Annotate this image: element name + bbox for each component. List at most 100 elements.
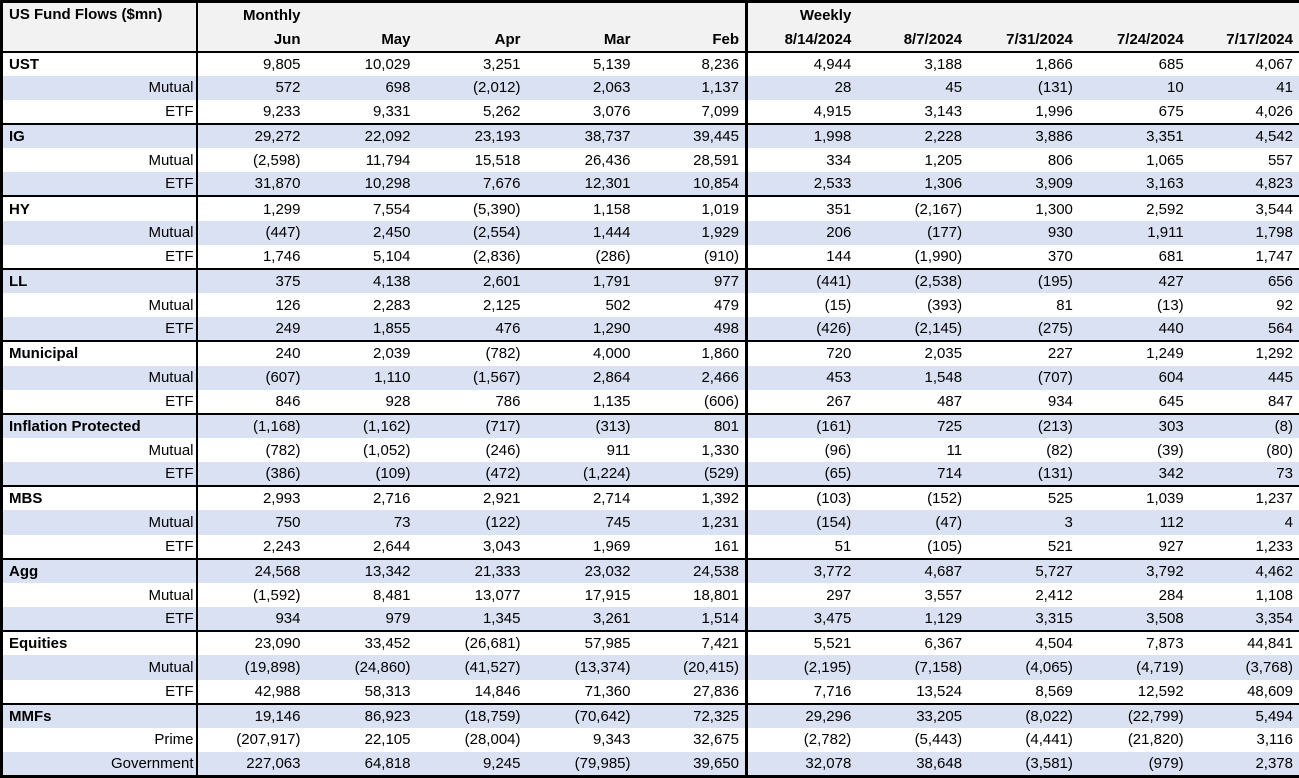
value-cell: 1,911 [1078,220,1190,245]
value-cell: (8,022) [968,702,1079,728]
value-cell: 911 [526,438,637,463]
sub-row-label: Mutual [1,75,198,100]
value-cell: 2,644 [306,534,417,559]
value-cell: 7,676 [416,172,527,197]
group-row-label: Municipal [1,340,198,366]
value-cell: (606) [636,389,747,414]
value-cell: 557 [1189,148,1299,173]
value-cell: (213) [968,412,1079,438]
sub-row-label: Mutual [1,365,198,390]
value-cell: 10,029 [306,50,417,76]
value-cell: 297 [745,582,858,608]
value-cell: 1,158 [526,195,637,221]
empty-header-cell [1078,1,1190,29]
value-cell: 977 [636,267,747,294]
value-cell: (2,598) [196,148,307,173]
value-cell: 453 [745,365,858,390]
value-cell: (39) [1078,438,1190,463]
value-cell: 4,915 [745,99,858,124]
value-cell: 5,494 [1189,702,1299,728]
value-cell: (154) [745,510,858,535]
sub-row-label: ETF [1,679,198,704]
value-cell: (21,820) [1078,727,1190,753]
table-row: ETF 42,988 58,313 14,846 71,360 27,836 7,716 13… [1,679,1299,704]
value-cell: (13) [1078,293,1190,318]
value-cell: 13,342 [306,557,417,583]
value-cell: 1,292 [1189,340,1299,366]
value-cell: (4,065) [968,655,1079,680]
value-cell: 33,205 [857,702,969,728]
value-cell: 2,243 [196,534,307,559]
value-cell: 351 [745,195,858,221]
value-cell: 1,137 [636,75,747,100]
value-cell: 28 [745,75,858,100]
value-cell: 1,129 [857,607,969,632]
value-cell: 51 [745,534,858,559]
table-row: ETF 934 979 1,345 3,261 1,514 3,475 1,129 3,315 3… [1,607,1299,632]
value-cell: (441) [745,267,858,294]
value-cell: 24,538 [636,557,747,583]
value-cell: (70,642) [526,702,637,728]
value-cell: 1,860 [636,340,747,366]
value-cell: 714 [857,462,969,487]
value-cell: 479 [636,293,747,318]
value-cell: (5,390) [416,195,527,221]
column-header: 8/7/2024 [857,28,969,53]
value-cell: 13,077 [416,582,527,608]
value-cell: 2,125 [416,293,527,318]
value-cell: (65) [745,462,858,487]
value-cell: 1,866 [968,50,1079,76]
value-cell: 3,557 [857,582,969,608]
value-cell: 227 [968,340,1079,366]
value-cell: 801 [636,412,747,438]
value-cell: (246) [416,438,527,463]
value-cell: 930 [968,220,1079,245]
value-cell: (131) [968,462,1079,487]
value-cell: 3,143 [857,99,969,124]
table-row: ETF 846 928 786 1,135 (606) 267 487 934 645 847 [1,389,1299,414]
value-cell: (26,681) [416,630,527,656]
value-cell: 8,569 [968,679,1079,704]
value-cell: (1,052) [306,438,417,463]
value-cell: 10,298 [306,172,417,197]
value-cell: 3,261 [526,607,637,632]
value-cell: 745 [526,510,637,535]
weekly-section-label: Weekly [745,1,858,29]
value-cell: 502 [526,293,637,318]
value-cell: 2,716 [306,485,417,511]
value-cell: 240 [196,340,307,366]
value-cell: 934 [968,389,1079,414]
value-cell: 29,296 [745,702,858,728]
sub-row-label: Mutual [1,438,198,463]
value-cell: 720 [745,340,858,366]
value-cell: (28,004) [416,727,527,753]
value-cell: 39,650 [636,752,747,777]
table-row: Mutual (1,592) 8,481 13,077 17,915 18,801 297 3… [1,582,1299,608]
value-cell: 2,921 [416,485,527,511]
value-cell: 23,090 [196,630,307,656]
value-cell: 2,466 [636,365,747,390]
table-row: UST 9,805 10,029 3,251 5,139 8,236 4,944 3,188 1… [1,50,1299,76]
value-cell: (5,443) [857,727,969,753]
sub-row-label: ETF [1,99,198,124]
sub-row-label: ETF [1,172,198,197]
value-cell: 4,000 [526,340,637,366]
value-cell: 1,233 [1189,534,1299,559]
value-cell: (1,168) [196,412,307,438]
value-cell: 3 [968,510,1079,535]
value-cell: (161) [745,412,858,438]
table-row: Mutual (782) (1,052) (246) 911 1,330 (96) 11 (82… [1,438,1299,463]
value-cell: (717) [416,412,527,438]
value-cell: 1,306 [857,172,969,197]
value-cell: 3,772 [745,557,858,583]
table-row: Mutual (2,598) 11,794 15,518 26,436 28,591 334… [1,148,1299,173]
table-row: Mutual 750 73 (122) 745 1,231 (154) (47) 3 112 4 [1,510,1299,535]
column-header: 7/17/2024 [1189,28,1299,53]
value-cell: 3,315 [968,607,1079,632]
value-cell: (195) [968,267,1079,294]
column-header-row: Jun May Apr Mar Feb 8/14/2024 8/7/2024 7/31/202… [2,28,1299,53]
value-cell: 2,283 [306,293,417,318]
value-cell: 334 [745,148,858,173]
value-cell: 2,592 [1078,195,1190,221]
value-cell: (20,415) [636,655,747,680]
